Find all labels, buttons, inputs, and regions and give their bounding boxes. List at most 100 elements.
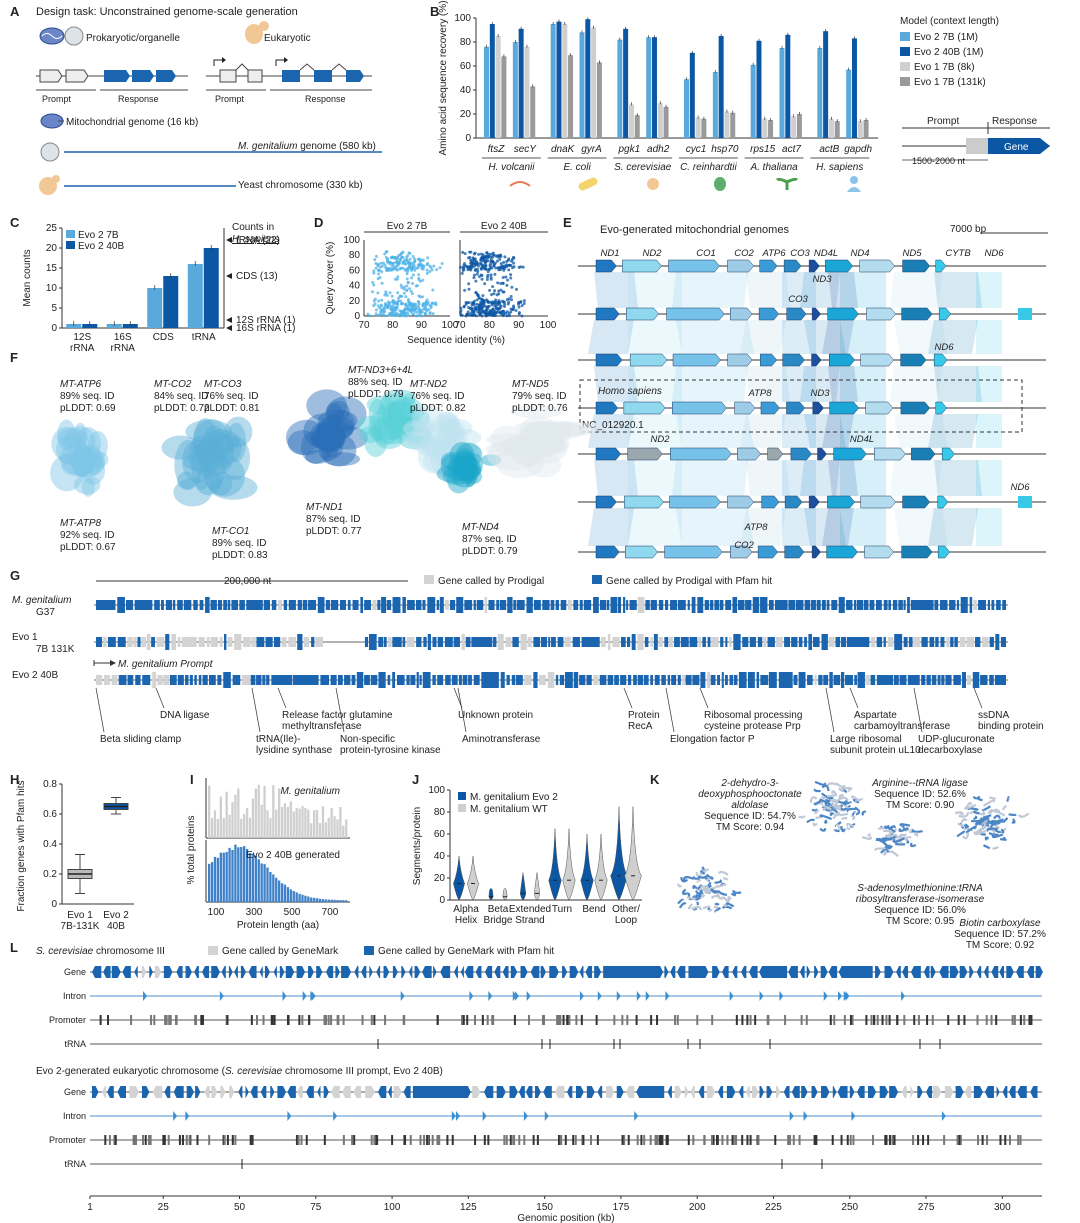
i-bar <box>345 900 348 902</box>
i-bar <box>313 897 316 902</box>
k-structure-argrs <box>813 788 821 793</box>
g-gene <box>966 637 974 647</box>
g-track-label: Evo 1 <box>12 632 38 643</box>
g-gene <box>631 634 636 650</box>
g-prompt-label: M. genitalium Prompt <box>118 659 214 670</box>
g-gene <box>468 675 472 685</box>
k-structure-biotin <box>981 805 991 812</box>
l-promoter <box>351 1135 354 1145</box>
l-gene <box>317 1086 321 1098</box>
e-gene-arrow <box>811 545 821 559</box>
d-point <box>509 276 513 280</box>
yeast-cell-icon <box>245 24 263 44</box>
l-gene <box>1002 1086 1008 1098</box>
g-gene <box>473 600 476 610</box>
k-structure-queA <box>883 849 888 856</box>
l-promoter <box>851 1015 854 1025</box>
l-gene <box>122 966 131 978</box>
j-ytick-label: 0 <box>439 895 445 906</box>
l-promoter <box>640 1135 643 1145</box>
l-intron <box>526 991 531 1001</box>
l-promoter <box>560 1135 563 1145</box>
l-promoter <box>250 1015 253 1025</box>
l-track-label: tRNA <box>64 1039 86 1049</box>
k-structure-argrs <box>831 803 838 810</box>
l-gene <box>969 966 974 978</box>
i-bar <box>208 785 211 838</box>
structure-nd2 <box>416 438 455 458</box>
g-gene <box>828 637 835 647</box>
l-promoter <box>297 1135 300 1145</box>
structure-co <box>194 440 226 463</box>
g-gene <box>768 672 777 688</box>
structure-nd3 <box>374 420 413 445</box>
e-gene-arrow <box>626 307 659 321</box>
prompt-label-1: Prompt <box>42 94 72 104</box>
l-gene <box>706 1086 716 1098</box>
e-gene-arrow <box>866 307 896 321</box>
structure-nd5 <box>520 421 573 444</box>
l-promoter <box>574 1135 577 1145</box>
g-annotation-label: Unknown protein <box>458 710 533 721</box>
g-gene <box>161 600 164 610</box>
k-structure-biotin <box>954 811 961 815</box>
l-gene <box>111 966 121 978</box>
g-gene <box>493 637 497 647</box>
l-promoter <box>981 1135 984 1145</box>
g-gene <box>749 637 756 647</box>
g-gene <box>831 600 838 610</box>
structure-co <box>174 439 203 490</box>
l-gene <box>585 966 593 978</box>
d-point <box>425 268 429 272</box>
d-point <box>498 257 502 261</box>
l-gene <box>832 1086 837 1098</box>
b-gene-label: act7 <box>782 144 801 155</box>
b-bar <box>596 62 602 138</box>
b-bar <box>863 120 869 138</box>
g-gene <box>266 675 270 685</box>
l-gene <box>228 966 233 978</box>
structure-nd5 <box>490 425 524 454</box>
l-promoter <box>654 1135 657 1145</box>
f-plddt: pLDDT: 0.69 <box>60 403 116 414</box>
d-point <box>494 266 498 270</box>
d-point <box>401 255 405 259</box>
e-synteny-ribbon <box>672 366 748 402</box>
mgen-genome-label: M. genitalium genome (580 kb) <box>238 141 376 152</box>
d-point <box>471 265 475 269</box>
g-gene <box>969 597 973 613</box>
d-point <box>383 252 387 256</box>
k-structure-kdo8p <box>692 895 701 901</box>
k-structure-queA <box>861 835 872 840</box>
l-gene <box>440 966 451 978</box>
g-annotation-leader <box>623 687 633 709</box>
b-gene-label: hsp70 <box>711 144 739 155</box>
l-promoter <box>226 1015 229 1025</box>
i-bar <box>324 822 327 838</box>
k-structure-kdo8p <box>699 868 707 876</box>
j-xtick-label: Other/ <box>612 904 640 915</box>
g-gene <box>199 600 204 610</box>
structure-co <box>199 441 219 478</box>
structure-nd1 <box>324 440 343 458</box>
l-promoter <box>846 1135 849 1145</box>
g-gene <box>926 675 931 685</box>
g-legend-swatch-plain <box>424 575 434 584</box>
l-promoter <box>409 1135 412 1145</box>
f-seq-id: 92% seq. ID <box>60 530 114 541</box>
b-legend-swatch <box>900 77 910 86</box>
g-gene <box>732 597 738 613</box>
d-point <box>493 261 497 265</box>
d-point <box>405 272 409 276</box>
l-promoter <box>1013 1015 1016 1025</box>
c-ytick-label: 5 <box>51 303 57 314</box>
g-gene <box>982 637 989 647</box>
g-gene <box>117 597 125 613</box>
structure-co <box>205 433 242 465</box>
d-point <box>512 256 516 260</box>
g-gene <box>142 675 151 685</box>
l-gene <box>277 1086 287 1098</box>
l-promoter <box>656 1135 659 1145</box>
l-gene <box>92 1086 99 1098</box>
l-promoter <box>451 1135 454 1145</box>
